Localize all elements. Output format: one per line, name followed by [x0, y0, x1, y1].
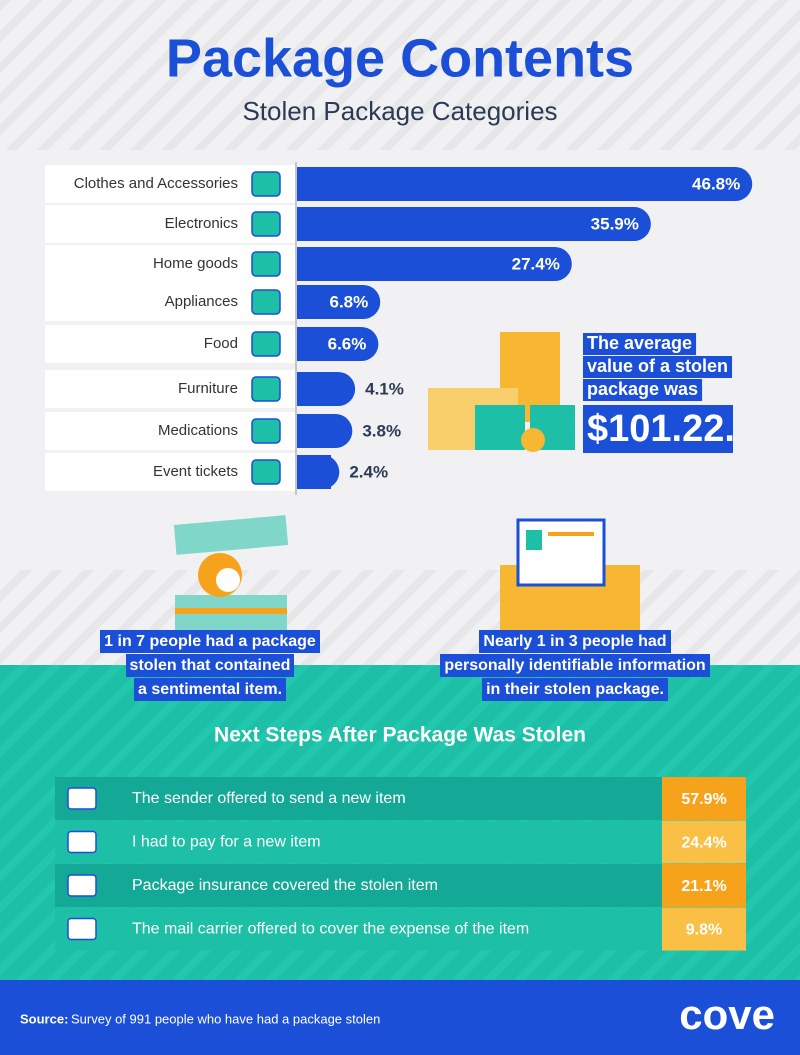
category-icon	[251, 459, 281, 485]
bar	[297, 167, 753, 201]
bar	[297, 247, 331, 281]
callout-line: value of a stolen	[587, 356, 728, 376]
subtitle: Stolen Package Categories	[242, 96, 557, 126]
title: Package Contents	[166, 28, 634, 88]
pii-illustration	[500, 518, 640, 640]
callout-highlight	[583, 333, 697, 355]
bar	[297, 247, 572, 281]
category-label: Electronics	[165, 215, 238, 232]
logo: cove	[679, 991, 775, 1038]
step-label: Package insurance covered the stolen ite…	[132, 877, 438, 894]
fact-line: in their stolen package.	[482, 678, 668, 701]
bar	[297, 372, 331, 406]
value-label: 27.4%	[512, 254, 560, 273]
value-label: 3.8%	[362, 421, 401, 440]
category-icon	[251, 211, 281, 237]
category-icon	[251, 171, 281, 197]
bar	[297, 327, 331, 361]
step-icon	[67, 787, 97, 810]
step-value: 57.9%	[681, 791, 726, 808]
step-icon	[67, 874, 97, 897]
category-label: Clothes and Accessories	[74, 175, 238, 192]
step-icon	[67, 917, 97, 941]
fact: Nearly 1 in 3 people had personally ident…	[375, 630, 775, 702]
steps-title: Next Steps After Package Was Stolen	[214, 724, 586, 747]
amount-box	[583, 405, 733, 453]
value-label: 4.1%	[365, 379, 404, 398]
step-value: 21.1%	[681, 878, 726, 895]
step-row	[55, 777, 662, 820]
fact: 1 in 7 people had a package stolen that c…	[10, 630, 410, 702]
category-label: Event tickets	[153, 463, 238, 480]
stripe-bg	[0, 0, 800, 150]
callout-highlight	[583, 356, 733, 378]
amount: $101.22.	[587, 408, 735, 450]
step-row	[55, 907, 662, 951]
bar	[297, 414, 331, 448]
bar	[297, 207, 651, 241]
footer-bg	[0, 980, 800, 1055]
callout-line: The average	[587, 333, 692, 353]
fact-line: Nearly 1 in 3 people had	[479, 630, 671, 653]
value-label: 46.8%	[692, 174, 740, 193]
category-label: Food	[204, 335, 238, 352]
bar	[297, 207, 331, 241]
callout-line: package was	[587, 379, 698, 399]
value-label: 6.8%	[329, 292, 368, 311]
callout-highlight	[583, 379, 703, 401]
step-icon	[67, 830, 97, 854]
step-value-cell	[662, 907, 746, 951]
category-icon	[251, 376, 281, 402]
step-value-cell	[662, 864, 746, 907]
category-icon	[251, 289, 281, 315]
value-label: 35.9%	[591, 214, 639, 233]
step-label: I had to pay for a new item	[132, 834, 321, 851]
gift-illustration	[173, 515, 289, 635]
fact-line: a sentimental item.	[133, 678, 287, 701]
category-label: Home goods	[153, 255, 238, 272]
source-label: Source:	[20, 1011, 68, 1026]
fact-line: personally identifiable information	[440, 654, 710, 677]
bar	[297, 455, 331, 489]
bar	[297, 285, 331, 319]
category-label: Furniture	[178, 380, 238, 397]
category-label: Appliances	[165, 293, 238, 310]
fact-line: stolen that contained	[125, 654, 295, 677]
category-icon	[251, 418, 281, 444]
bar	[297, 167, 331, 201]
value-label: 6.6%	[328, 334, 367, 353]
stripe-bg	[0, 570, 800, 670]
fact-line: 1 in 7 people had a package	[100, 630, 320, 653]
category-icon	[251, 251, 281, 277]
step-row	[55, 820, 662, 864]
category-icon	[251, 331, 281, 357]
money-illustration	[428, 332, 575, 452]
step-value-cell	[662, 777, 746, 820]
category-label: Medications	[158, 422, 238, 439]
step-row	[55, 864, 662, 907]
source: Survey of 991 people who have had a pack…	[71, 1011, 380, 1026]
step-value: 9.8%	[686, 922, 722, 939]
value-label: 2.4%	[349, 462, 388, 481]
step-value-cell	[662, 820, 746, 864]
step-value: 24.4%	[681, 835, 726, 852]
step-label: The mail carrier offered to cover the ex…	[132, 921, 529, 938]
step-label: The sender offered to send a new item	[132, 790, 406, 807]
